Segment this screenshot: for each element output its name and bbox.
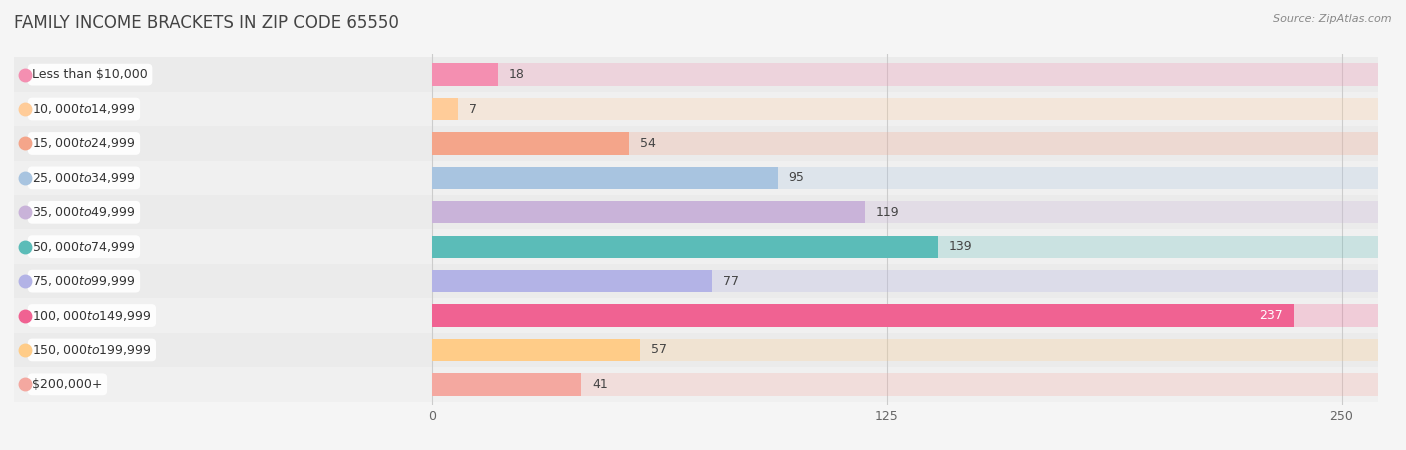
Text: $200,000+: $200,000+	[32, 378, 103, 391]
Text: 57: 57	[651, 343, 666, 356]
Bar	[14, 264, 1378, 298]
Text: 54: 54	[640, 137, 655, 150]
Text: 77: 77	[723, 274, 740, 288]
Bar	[432, 98, 458, 120]
Text: $100,000 to $149,999: $100,000 to $149,999	[32, 309, 152, 323]
Bar	[14, 126, 1378, 161]
Text: Source: ZipAtlas.com: Source: ZipAtlas.com	[1274, 14, 1392, 23]
Text: 41: 41	[592, 378, 607, 391]
Bar	[432, 373, 1378, 396]
Text: $10,000 to $14,999: $10,000 to $14,999	[32, 102, 136, 116]
Text: Less than $10,000: Less than $10,000	[32, 68, 148, 81]
Bar	[14, 195, 1378, 230]
Bar	[432, 166, 778, 189]
Bar	[432, 201, 865, 224]
Bar	[432, 339, 640, 361]
Text: $35,000 to $49,999: $35,000 to $49,999	[32, 205, 136, 219]
Bar	[432, 63, 498, 86]
Text: 7: 7	[468, 103, 477, 116]
Bar	[432, 304, 1378, 327]
Text: 18: 18	[509, 68, 524, 81]
Bar	[14, 92, 1378, 126]
Text: 119: 119	[876, 206, 900, 219]
Text: $25,000 to $34,999: $25,000 to $34,999	[32, 171, 136, 185]
Text: $75,000 to $99,999: $75,000 to $99,999	[32, 274, 136, 288]
Bar	[432, 339, 1378, 361]
Bar	[14, 58, 1378, 92]
Bar	[14, 367, 1378, 401]
Bar	[432, 235, 1378, 258]
Bar	[432, 270, 713, 292]
Bar	[432, 132, 628, 155]
Bar	[432, 132, 1378, 155]
Bar	[432, 63, 1378, 86]
Text: 139: 139	[949, 240, 973, 253]
Bar	[432, 201, 1378, 224]
Bar	[14, 298, 1378, 333]
Bar	[432, 235, 938, 258]
Bar	[14, 333, 1378, 367]
Bar	[432, 304, 1295, 327]
Text: $150,000 to $199,999: $150,000 to $199,999	[32, 343, 152, 357]
Bar	[14, 161, 1378, 195]
Text: $15,000 to $24,999: $15,000 to $24,999	[32, 136, 136, 150]
Bar	[432, 98, 1378, 120]
Text: 95: 95	[789, 171, 804, 184]
Text: 237: 237	[1260, 309, 1284, 322]
Bar	[432, 373, 582, 396]
Bar	[14, 230, 1378, 264]
Bar	[432, 166, 1378, 189]
Text: FAMILY INCOME BRACKETS IN ZIP CODE 65550: FAMILY INCOME BRACKETS IN ZIP CODE 65550	[14, 14, 399, 32]
Bar	[432, 270, 1378, 292]
Text: $50,000 to $74,999: $50,000 to $74,999	[32, 240, 136, 254]
